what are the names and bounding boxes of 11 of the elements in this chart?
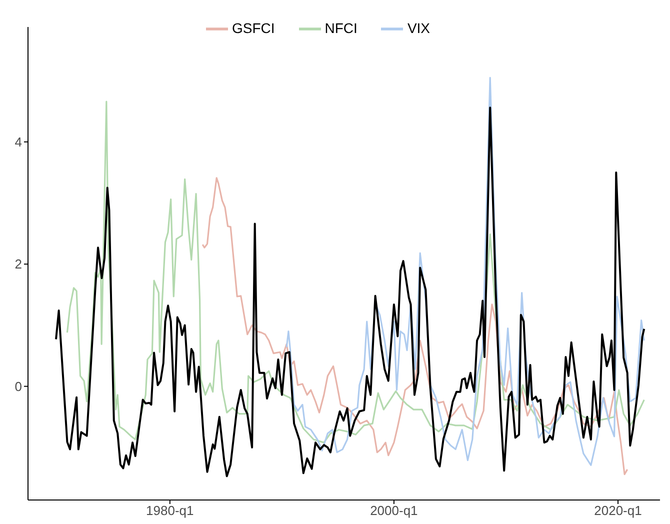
legend-label: GSFCI [232,20,275,36]
x-tick-label: 2020-q1 [594,503,642,518]
y-tick-label: 2 [14,256,22,272]
y-tick-label: 4 [14,134,22,150]
line-series [202,177,628,476]
legend-label: NFCI [324,20,358,36]
x-tick-label: 1980-q1 [146,503,194,518]
legend-label: VIX [407,20,430,36]
y-tick-label: 0 [14,378,22,394]
x-tick-label: 2000-q1 [370,503,418,518]
line-series [286,76,645,466]
